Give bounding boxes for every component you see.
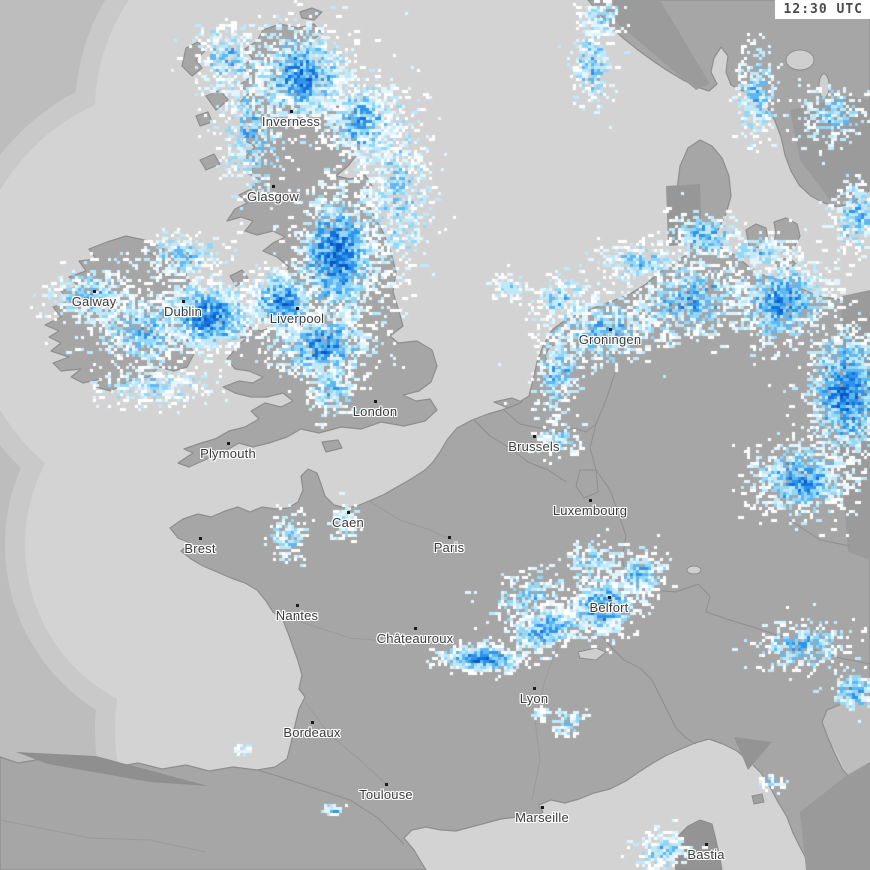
city-marker <box>705 843 708 846</box>
city-label: Bordeaux <box>283 725 341 740</box>
city-label: Dublin <box>163 304 203 319</box>
city-label: Caen <box>332 515 364 530</box>
city-marker <box>182 300 185 303</box>
city-label: Luxembourg <box>552 503 628 518</box>
city-marker <box>290 110 293 113</box>
city-marker <box>296 307 299 310</box>
city-label: Nantes <box>275 608 319 623</box>
city-label: Toulouse <box>359 787 413 802</box>
city-marker <box>533 435 536 438</box>
city-label: Plymouth <box>200 446 256 461</box>
city-label: Inverness <box>261 114 321 129</box>
city-marker <box>374 400 377 403</box>
city-label: Liverpool <box>269 311 325 326</box>
city-marker <box>608 596 611 599</box>
city-label: Bastia <box>687 847 725 862</box>
city-label: Brest <box>184 541 216 556</box>
city-label: Châteauroux <box>376 631 454 646</box>
city-marker <box>385 783 388 786</box>
city-marker <box>93 290 96 293</box>
timestamp-badge: 12:30 UTC <box>774 0 870 19</box>
city-marker <box>448 536 451 539</box>
city-marker <box>227 442 230 445</box>
city-marker <box>609 328 612 331</box>
city-marker <box>589 499 592 502</box>
city-label: Groningen <box>578 332 642 347</box>
city-marker <box>272 185 275 188</box>
city-label: London <box>352 404 398 419</box>
city-label: Belfort <box>589 600 629 615</box>
city-label: Marseille <box>515 810 569 825</box>
city-marker <box>199 537 202 540</box>
city-label: Galway <box>71 294 117 309</box>
city-marker <box>414 627 417 630</box>
city-label: Lyon <box>519 691 549 706</box>
city-marker <box>541 806 544 809</box>
city-label: Paris <box>433 540 465 555</box>
city-label: Brussels <box>508 439 560 454</box>
city-marker <box>347 511 350 514</box>
city-label: Glasgow <box>247 189 299 204</box>
city-marker <box>311 721 314 724</box>
city-marker <box>533 687 536 690</box>
city-marker <box>296 604 299 607</box>
